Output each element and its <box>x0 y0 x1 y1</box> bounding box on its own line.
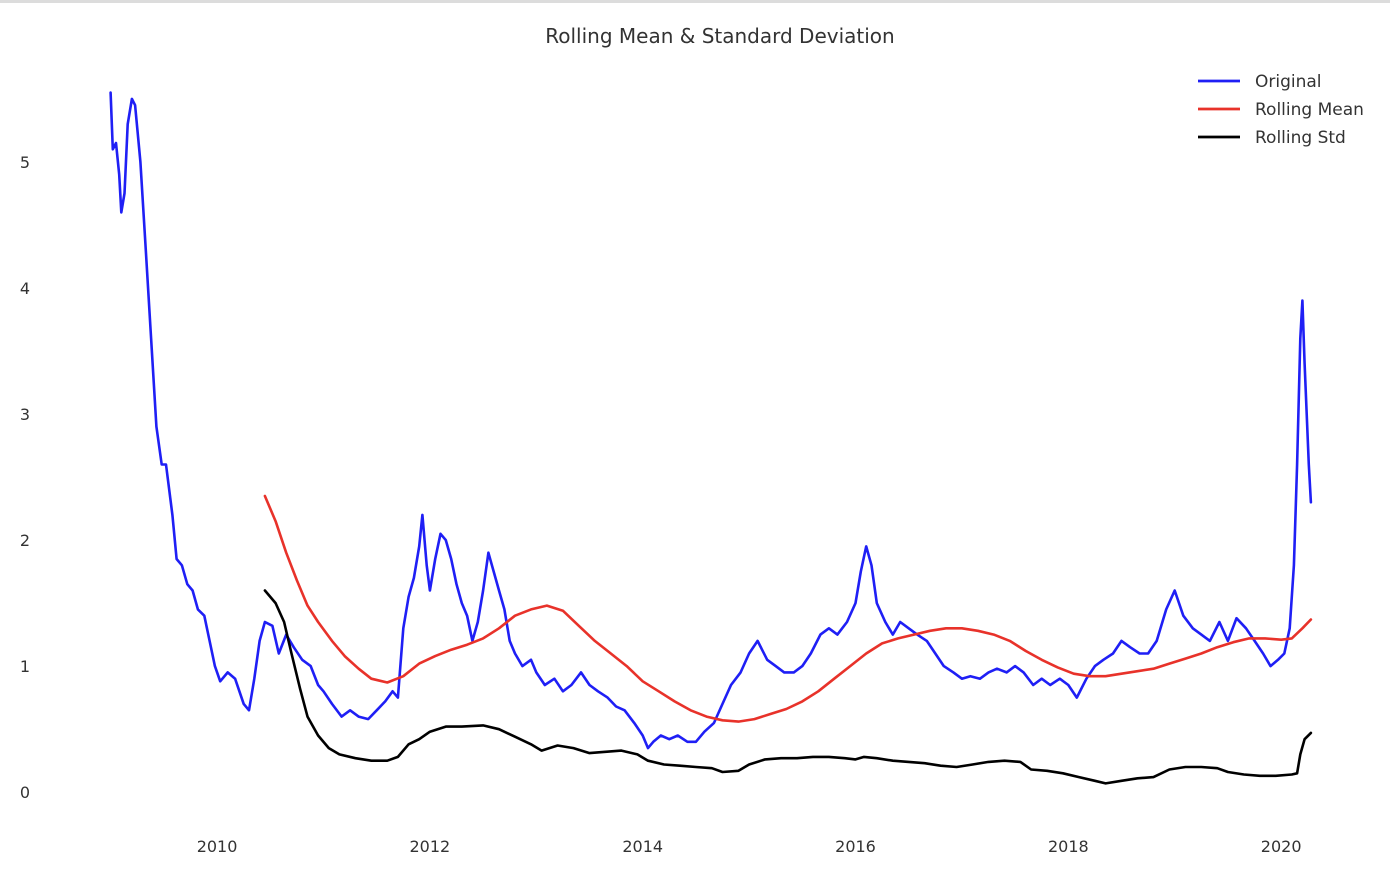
x-tick-label: 2012 <box>410 837 451 856</box>
y-tick-label: 5 <box>20 153 30 172</box>
chart-title: Rolling Mean & Standard Deviation <box>545 24 894 48</box>
x-tick-label: 2016 <box>835 837 876 856</box>
y-tick-label: 0 <box>20 783 30 802</box>
y-tick-label: 2 <box>20 531 30 550</box>
series-line-rolling-std <box>263 589 1313 785</box>
series-line-original <box>109 91 1313 750</box>
series-lines <box>109 91 1313 785</box>
legend-label: Rolling Mean <box>1255 100 1364 120</box>
x-tick-label: 2010 <box>197 837 238 856</box>
x-tick-label: 2018 <box>1048 837 1089 856</box>
legend-label: Original <box>1255 72 1322 92</box>
legend: Original Rolling Mean Rolling Std <box>1198 72 1364 148</box>
series-line-rolling-mean <box>263 494 1313 723</box>
y-axis-ticks: 0 1 2 3 4 5 <box>20 153 30 802</box>
y-tick-label: 4 <box>20 279 30 298</box>
y-tick-label: 1 <box>20 657 30 676</box>
x-axis-ticks: 2010 2012 2014 2016 2018 2020 <box>197 837 1302 856</box>
legend-label: Rolling Std <box>1255 128 1346 148</box>
x-tick-label: 2014 <box>622 837 663 856</box>
top-border <box>0 0 1390 3</box>
y-tick-label: 3 <box>20 405 30 424</box>
x-tick-label: 2020 <box>1261 837 1302 856</box>
